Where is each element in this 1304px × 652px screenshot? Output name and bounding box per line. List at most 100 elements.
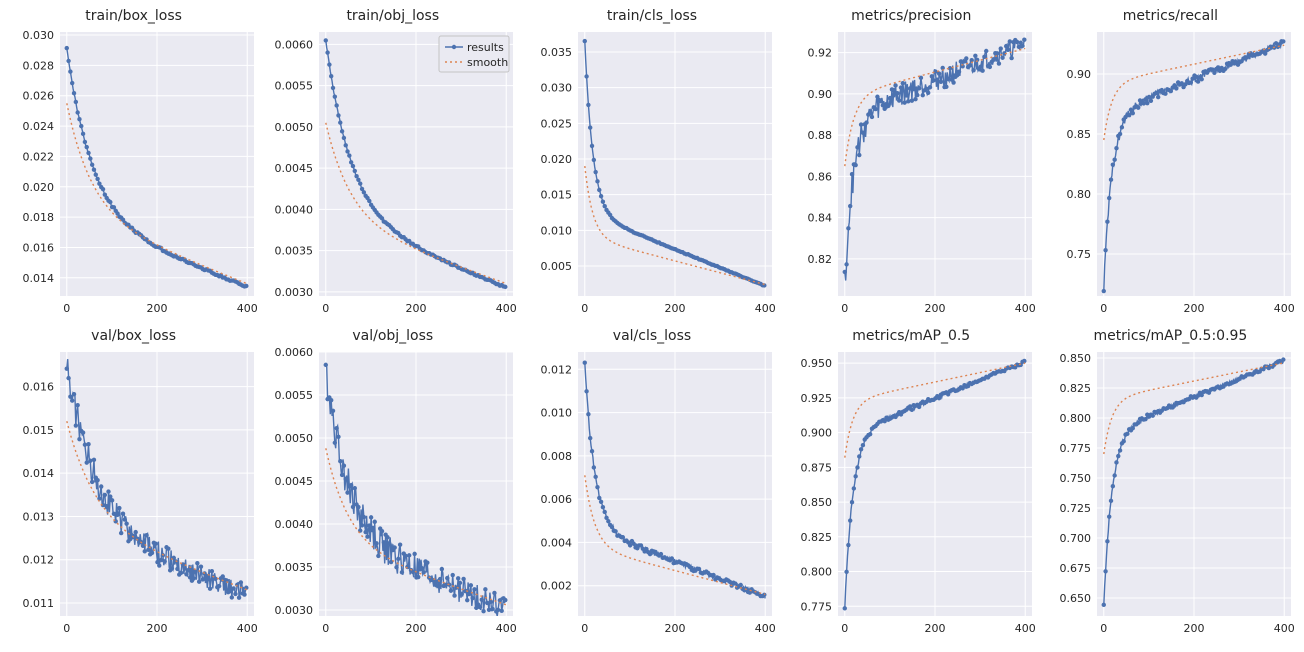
series-results-marker xyxy=(842,606,846,610)
series-results-marker xyxy=(1112,158,1116,162)
series-results-marker xyxy=(70,81,74,85)
series-results-marker xyxy=(846,226,850,230)
ytick-label: 0.012 xyxy=(541,363,573,376)
series-results-marker xyxy=(469,583,473,587)
series-results-marker xyxy=(92,167,96,171)
series-results-marker xyxy=(478,605,482,609)
series-results-marker xyxy=(1105,220,1109,224)
ytick-label: 0.006 xyxy=(541,493,573,506)
series-results-marker xyxy=(1281,39,1285,43)
series-results-marker xyxy=(68,394,72,398)
series-results-marker xyxy=(324,38,328,42)
xtick-label: 400 xyxy=(496,302,517,315)
xtick-label: 400 xyxy=(755,302,776,315)
series-results-marker xyxy=(860,131,864,135)
series-results-marker xyxy=(978,65,982,69)
series-results-marker xyxy=(596,485,600,489)
series-results-marker xyxy=(342,136,346,140)
series-results-marker xyxy=(458,581,462,585)
series-results-marker xyxy=(1281,357,1285,361)
series-results-marker xyxy=(99,484,103,488)
series-results-marker xyxy=(90,163,94,167)
ytick-label: 0.0045 xyxy=(275,475,314,488)
ytick-label: 0.88 xyxy=(807,129,832,142)
series-results-marker xyxy=(1188,80,1192,84)
series-results-marker xyxy=(467,592,471,596)
series-results-marker xyxy=(886,104,890,108)
series-results-marker xyxy=(587,412,591,416)
ytick-label: 0.026 xyxy=(23,90,55,103)
series-results-marker xyxy=(1022,38,1026,42)
series-results-marker xyxy=(86,151,90,155)
series-results-marker xyxy=(170,566,174,570)
ytick-label: 0.800 xyxy=(800,566,832,579)
series-results-marker xyxy=(1107,514,1111,518)
series-results-marker xyxy=(179,571,183,575)
series-results-marker xyxy=(353,169,357,173)
chart-title: metrics/precision xyxy=(782,8,1041,24)
series-results-marker xyxy=(1120,125,1124,129)
series-results-marker xyxy=(585,389,589,393)
legend: resultssmooth xyxy=(439,36,509,72)
series-results-marker xyxy=(842,270,846,274)
series-results-marker xyxy=(81,430,85,434)
series-results-marker xyxy=(175,567,179,571)
series-results-marker xyxy=(95,177,99,181)
ytick-label: 0.002 xyxy=(541,580,573,593)
series-results-marker xyxy=(393,545,397,549)
ytick-label: 0.024 xyxy=(23,120,55,133)
series-results-marker xyxy=(857,153,861,157)
series-results-marker xyxy=(192,576,196,580)
series-results-marker xyxy=(944,85,948,89)
series-results-marker xyxy=(1014,40,1018,44)
series-results-marker xyxy=(124,521,128,525)
series-results-marker xyxy=(108,200,112,204)
series-results-marker xyxy=(489,600,493,604)
series-results-marker xyxy=(336,113,340,117)
series-results-marker xyxy=(239,580,243,584)
series-results-marker xyxy=(231,586,235,590)
xtick-label: 0 xyxy=(841,622,848,635)
chart-panel: metrics/precision0.820.840.860.880.900.9… xyxy=(782,6,1041,326)
ytick-label: 0.85 xyxy=(1066,128,1091,141)
series-results-marker xyxy=(77,437,81,441)
series-results-marker xyxy=(1116,454,1120,458)
series-results-marker xyxy=(1022,359,1026,363)
chart-title: metrics/recall xyxy=(1041,8,1300,24)
series-results-marker xyxy=(1125,432,1129,436)
series-results-marker xyxy=(920,93,924,97)
series-results-marker xyxy=(590,144,594,148)
series-results-marker xyxy=(929,74,933,78)
ytick-label: 0.016 xyxy=(23,241,55,254)
series-results-marker xyxy=(1145,101,1149,105)
ytick-label: 0.92 xyxy=(807,47,832,60)
xtick-label: 400 xyxy=(1014,302,1035,315)
series-results-marker xyxy=(346,149,350,153)
series-results-marker xyxy=(440,567,444,571)
ytick-label: 0.700 xyxy=(1059,532,1091,545)
ytick-label: 0.90 xyxy=(807,88,832,101)
series-results-marker xyxy=(482,609,486,613)
series-results-marker xyxy=(86,442,90,446)
ytick-label: 0.0040 xyxy=(275,518,314,531)
series-results-marker xyxy=(331,409,335,413)
xtick-label: 200 xyxy=(147,302,168,315)
series-results-marker xyxy=(153,541,157,545)
series-results-marker xyxy=(471,596,475,600)
series-results-marker xyxy=(195,561,199,565)
series-results-marker xyxy=(242,592,246,596)
ytick-label: 0.0030 xyxy=(275,286,314,299)
series-results-marker xyxy=(398,543,402,547)
series-results-marker xyxy=(853,163,857,167)
chart-panel: metrics/mAP_0.50.7750.8000.8250.8500.875… xyxy=(782,326,1041,646)
series-results-marker xyxy=(670,556,674,560)
ytick-label: 0.750 xyxy=(1059,472,1091,485)
xtick-label: 400 xyxy=(1014,622,1035,635)
series-results-marker xyxy=(857,454,861,458)
series-results-marker xyxy=(166,546,170,550)
series-results-marker xyxy=(951,80,955,84)
legend-label: smooth xyxy=(467,56,508,69)
series-results-marker xyxy=(338,459,342,463)
chart-grid: train/box_loss0.0140.0160.0180.0200.0220… xyxy=(4,6,1300,646)
chart-panel: metrics/mAP_0.5:0.950.6500.6750.7000.725… xyxy=(1041,326,1300,646)
